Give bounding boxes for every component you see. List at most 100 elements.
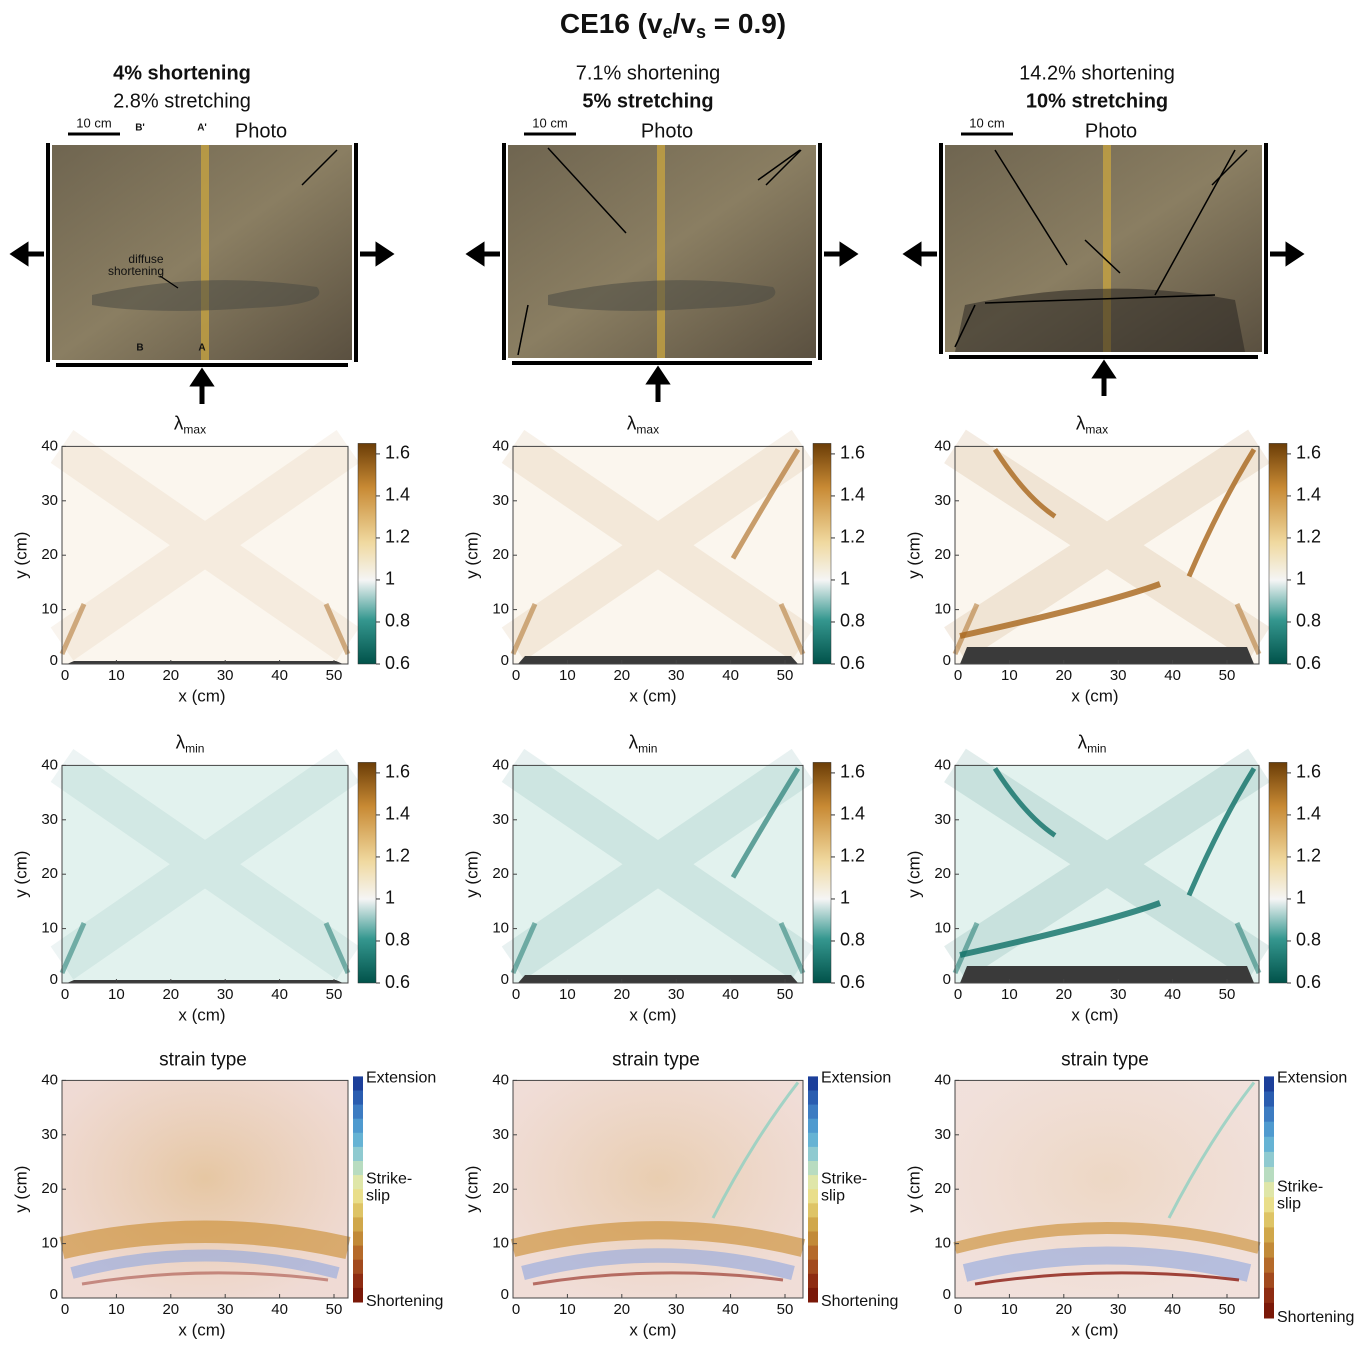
panel-title: λmin [629, 732, 658, 755]
y-tick-label: 0 [943, 971, 951, 988]
colorbar-tick-label: 1.6 [385, 762, 410, 782]
strain-colorbar-step [808, 1259, 818, 1275]
strain-colorbar-step [1264, 1136, 1274, 1153]
y-tick-label: 40 [41, 1071, 58, 1088]
strain-colorbar-step [808, 1287, 818, 1303]
y-tick-label: 40 [934, 1071, 951, 1088]
strain-colorbar-step [808, 1231, 818, 1247]
y-tick-label: 30 [934, 811, 951, 828]
strain-colorbar-step [1264, 1287, 1274, 1304]
x-tick-label: 10 [559, 986, 576, 1003]
strain-label: Strike- [821, 1170, 867, 1187]
lambda-sub: min [185, 742, 204, 756]
y-tick-label: 10 [492, 920, 509, 937]
y-axis-label: y (cm) [11, 851, 30, 898]
strain-colorbar-step [1264, 1106, 1274, 1123]
strain-label: Strike- [1277, 1178, 1323, 1195]
x-tick-label: 40 [722, 667, 739, 684]
x-tick-label: 0 [512, 1301, 520, 1318]
extension-line [1167, 1081, 1256, 1219]
x-tick-label: 10 [559, 667, 576, 684]
colorbar-tick-label: 0.6 [385, 972, 410, 992]
x-tick-label: 30 [668, 986, 685, 1003]
strain-colorbar-step [1264, 1197, 1274, 1213]
y-tick-label: 30 [41, 1126, 58, 1143]
lambda-x [50, 748, 360, 980]
x-tick-label: 40 [722, 1301, 739, 1318]
title-part: /v [673, 8, 697, 39]
panel-title: λmin [1078, 732, 1107, 755]
y-tick-label: 20 [492, 546, 509, 563]
colorbar-tick-label: 0.8 [1296, 930, 1321, 950]
y-tick-label: 20 [934, 546, 951, 563]
strain-label: Shortening [821, 1293, 898, 1310]
lambda-corner [59, 602, 351, 656]
y-tick-label: 10 [934, 601, 951, 618]
y-tick-label: 0 [943, 1286, 951, 1303]
lambda-x [944, 748, 1270, 980]
strain-colorbar-step [1264, 1076, 1274, 1092]
fault [517, 304, 529, 356]
title-sub: e [663, 22, 673, 42]
x-tick-label: 50 [777, 986, 794, 1003]
lambda-sub: max [1085, 423, 1108, 437]
lambda-symbol: λ [1078, 732, 1088, 753]
y-tick-label: 20 [934, 865, 951, 882]
scale-label: 10 cm [76, 115, 111, 130]
y-tick-label: 10 [492, 601, 509, 618]
y-tick-label: 0 [50, 652, 58, 669]
x-tick-label: 30 [1110, 667, 1127, 684]
arrow-left [902, 241, 937, 267]
lambda-symbol: λ [174, 413, 184, 434]
y-tick-label: 30 [934, 1126, 951, 1143]
arrow-up [645, 365, 671, 402]
x-tick-label: 10 [108, 1301, 125, 1318]
strain-colorbar-step [353, 1231, 363, 1247]
strain-colorbar-step [353, 1076, 363, 1091]
strain-colorbar-step [1264, 1182, 1274, 1198]
x-tick-label: 30 [1110, 986, 1127, 1003]
lambda-band [1186, 767, 1257, 897]
x-tick-label: 40 [271, 986, 288, 1003]
y-tick-label: 30 [41, 811, 58, 828]
colorbar-tick-label: 0.6 [840, 653, 865, 673]
extension-band [70, 1249, 340, 1279]
colorbar [812, 443, 832, 665]
strain-colorbar-step [808, 1076, 818, 1091]
strain-colorbar-step [353, 1146, 363, 1162]
lambda-symbol: λ [176, 732, 186, 753]
x-tick-label: 30 [668, 1301, 685, 1318]
strain-colorbar-step [353, 1118, 363, 1134]
colorbar-tick-label: 1.4 [1296, 804, 1321, 824]
y-tick-label: 0 [501, 971, 509, 988]
x-tick-label: 20 [613, 667, 630, 684]
strain-colorbar-step [353, 1273, 363, 1289]
lambda-sub: min [1087, 742, 1106, 756]
colorbar-tick-label: 1 [385, 888, 395, 908]
x-tick-label: 0 [61, 986, 69, 1003]
y-tick-label: 40 [934, 756, 951, 773]
strain-colorbar-step [353, 1104, 363, 1120]
colorbar-tick-label: 1.4 [840, 485, 865, 505]
y-tick-label: 40 [934, 437, 951, 454]
colorbar-tick-label: 0.8 [385, 611, 410, 631]
arrow-up [189, 367, 215, 404]
x-tick-label: 50 [1219, 1301, 1236, 1318]
panel-title: strain type [159, 1049, 247, 1070]
colorbar-tick-label: 1.4 [385, 485, 410, 505]
y-tick-label: 0 [943, 652, 951, 669]
arrow-right [360, 241, 395, 267]
arrow-right [824, 241, 859, 267]
annotation: diffuse [128, 252, 163, 266]
colorbar-tick-label: 1.2 [840, 846, 865, 866]
fault [984, 294, 1216, 304]
x-tick-label: 0 [512, 667, 520, 684]
x-tick-label: 50 [326, 986, 343, 1003]
strain-colorbar-step [808, 1132, 818, 1148]
y-tick-label: 10 [41, 920, 58, 937]
strain-colorbar-step [808, 1217, 818, 1232]
lambda-band [730, 448, 801, 560]
fault [1154, 149, 1236, 296]
x-tick-label: 20 [1055, 1301, 1072, 1318]
